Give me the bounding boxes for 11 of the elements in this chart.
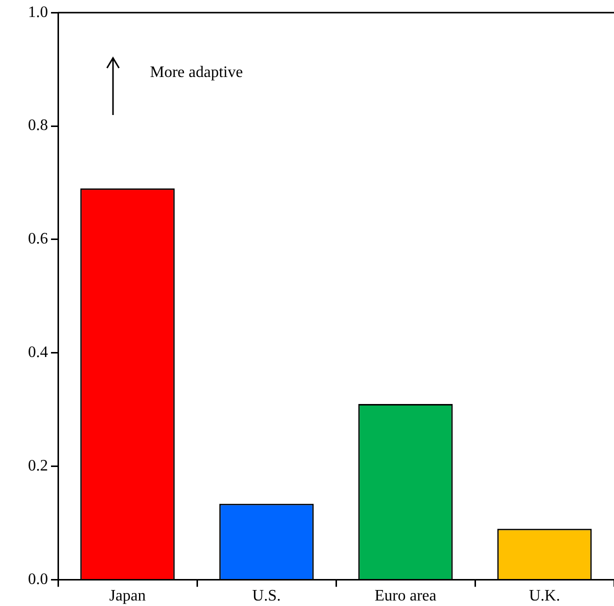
y-tick-label: 0.6 — [28, 230, 48, 248]
y-tick-label: 0.2 — [28, 458, 48, 475]
x-tick-label: U.K. — [528, 588, 560, 605]
y-tick-label: 0.8 — [28, 117, 48, 134]
y-tick-label: 0.0 — [28, 571, 48, 588]
x-tick-label: Japan — [109, 588, 146, 605]
y-tick-label: 0.4 — [28, 344, 48, 362]
x-tick-label: Euro area — [374, 588, 436, 605]
annotation: More adaptive — [150, 64, 243, 82]
y-tick-label: 1.0 — [28, 4, 48, 21]
x-tick-label: U.S. — [252, 588, 281, 605]
